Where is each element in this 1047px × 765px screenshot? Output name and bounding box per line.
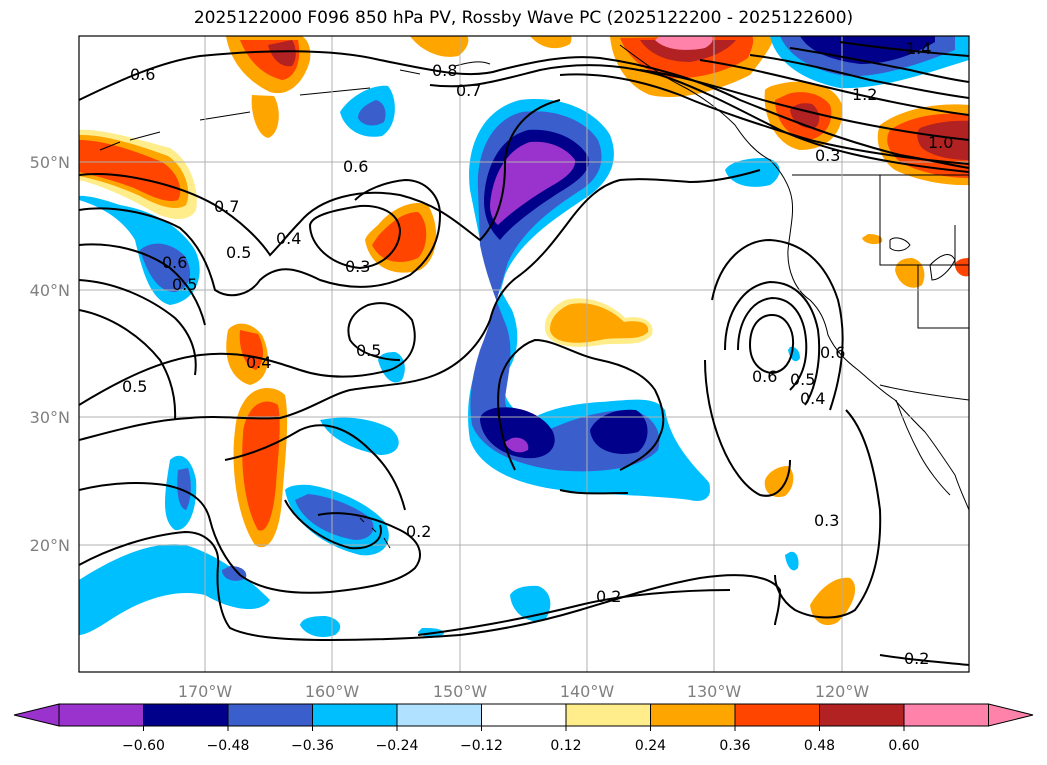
contour-label: 0.5 bbox=[226, 243, 251, 262]
lat-label-50n: 50°N bbox=[30, 153, 70, 172]
lon-label-130w: 130°W bbox=[687, 682, 742, 701]
colorbar-cell bbox=[227, 703, 313, 727]
coastlines bbox=[99, 44, 969, 549]
lon-label-120w: 120°W bbox=[815, 682, 870, 701]
contour-label: 0.4 bbox=[246, 353, 271, 372]
colorbar-label: 0.60 bbox=[888, 738, 919, 754]
colorbar-cell bbox=[143, 703, 229, 727]
lat-label-20n: 20°N bbox=[30, 536, 70, 555]
contour-label: 0.6 bbox=[752, 367, 777, 386]
colorbar-label: −0.60 bbox=[122, 738, 165, 754]
contour-label: 0.4 bbox=[276, 229, 301, 248]
contour-label: 0.3 bbox=[814, 511, 839, 530]
colorbar-cell bbox=[312, 703, 398, 727]
pv-shading bbox=[79, 36, 969, 637]
contour-label: 1.0 bbox=[928, 133, 953, 152]
contour-label: 0.7 bbox=[456, 81, 481, 100]
lon-label-170w: 170°W bbox=[178, 682, 233, 701]
colorbar-cell bbox=[565, 703, 651, 727]
colorbar-cell bbox=[819, 703, 905, 727]
contour-label: 0.7 bbox=[214, 197, 239, 216]
contour-label: 0.2 bbox=[904, 649, 929, 668]
contour-label: 0.2 bbox=[406, 522, 431, 541]
contour-label: 0.5 bbox=[122, 377, 147, 396]
longitude-labels: 170°W 160°W 150°W 140°W 130°W 120°W bbox=[178, 682, 870, 701]
colorbar-label: −0.24 bbox=[376, 738, 419, 754]
contour-label: 0.5 bbox=[356, 341, 381, 360]
lon-label-140w: 140°W bbox=[560, 682, 615, 701]
colorbar-label: 0.24 bbox=[635, 738, 666, 754]
lat-label-30n: 30°N bbox=[30, 408, 70, 427]
colorbar-label: −0.36 bbox=[291, 738, 334, 754]
colorbar-labels: −0.60 −0.48 −0.36 −0.24 −0.12 0.12 0.24 … bbox=[122, 738, 920, 754]
colorbar-extend-high bbox=[988, 703, 1034, 727]
colorbar-label: −0.12 bbox=[460, 738, 503, 754]
contour-label: 0.6 bbox=[130, 65, 155, 84]
contour-label: 0.4 bbox=[800, 389, 825, 408]
colorbar-label: 0.36 bbox=[719, 738, 750, 754]
contour-label: 1.2 bbox=[852, 85, 877, 104]
contour-label: 0.5 bbox=[790, 370, 815, 389]
contour-label: 1.4 bbox=[906, 39, 931, 58]
colorbar-cell bbox=[734, 703, 820, 727]
colorbar-cell bbox=[481, 703, 567, 727]
colorbar-extend-low bbox=[13, 703, 60, 727]
latitude-labels: 50°N 40°N 30°N 20°N bbox=[30, 153, 70, 555]
lon-label-150w: 150°W bbox=[433, 682, 488, 701]
pv-contours bbox=[79, 41, 969, 666]
contour-label: 0.6 bbox=[820, 343, 845, 362]
contour-label: 0.2 bbox=[596, 587, 621, 606]
contour-label: 0.6 bbox=[162, 253, 187, 272]
contour-label: 0.6 bbox=[343, 157, 368, 176]
contour-label: 0.3 bbox=[345, 257, 370, 276]
lon-label-160w: 160°W bbox=[305, 682, 360, 701]
contour-labels: 0.6 0.8 0.7 1.4 1.2 1.0 0.3 0.6 0.7 0.4 … bbox=[122, 39, 953, 668]
map-frame bbox=[78, 35, 970, 673]
contour-label: 0.3 bbox=[815, 146, 840, 165]
colorbar-cell bbox=[396, 703, 482, 727]
colorbar-cell bbox=[58, 703, 144, 727]
colorbar-cell bbox=[650, 703, 736, 727]
contour-label: 0.8 bbox=[432, 61, 457, 80]
colorbar-cell bbox=[903, 703, 989, 727]
colorbar-label: 0.12 bbox=[550, 738, 581, 754]
colorbar-ticks bbox=[143, 726, 905, 731]
contour-label: 0.5 bbox=[172, 275, 197, 294]
colorbar-label: −0.48 bbox=[207, 738, 250, 754]
colorbar bbox=[13, 703, 1034, 727]
colorbar-label: 0.48 bbox=[804, 738, 835, 754]
map-title: 2025122000 F096 850 hPa PV, Rossby Wave … bbox=[193, 8, 854, 28]
lat-label-40n: 40°N bbox=[30, 281, 70, 300]
